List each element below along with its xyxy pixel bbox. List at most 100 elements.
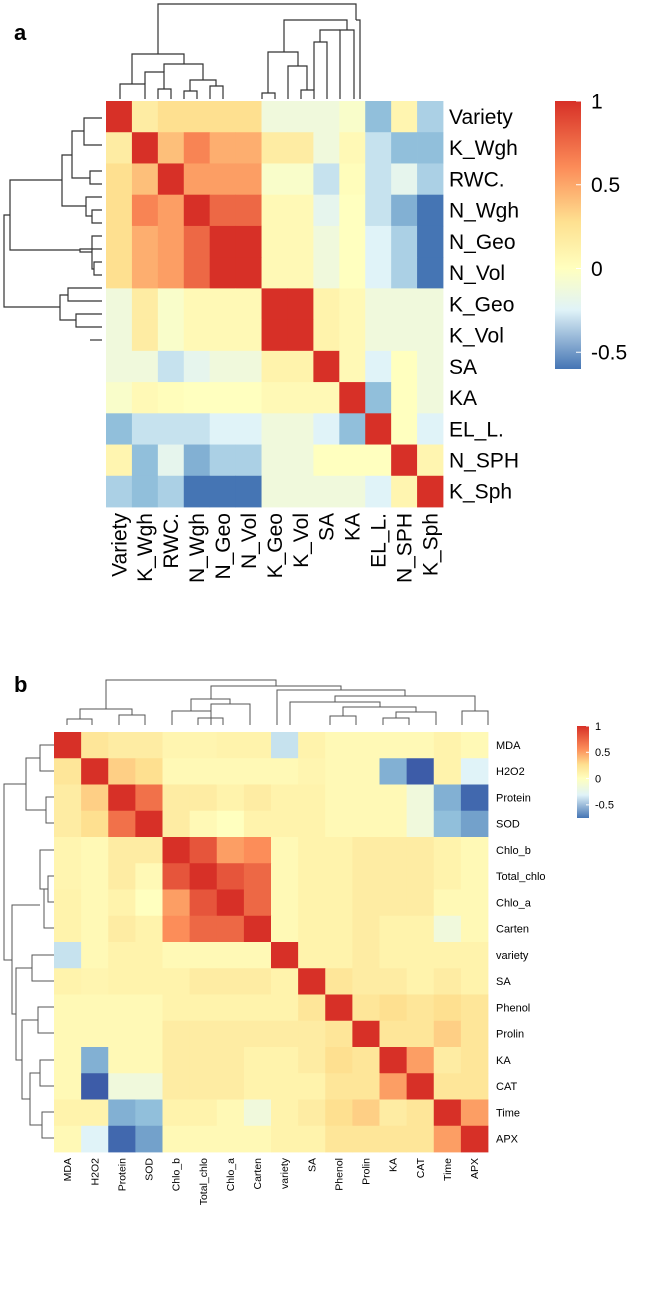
heatmap-cell-K_Geo-RWC.	[157, 288, 185, 321]
heatmap-cell-K_Vol-SA	[313, 319, 340, 352]
heatmap-cell-CAT-CAT	[406, 1073, 435, 1100]
heatmap-cell-N_Geo-N_Geo	[209, 225, 237, 258]
heatmap-cell-Chlo_a-Carten	[243, 889, 272, 917]
column-label: APX	[469, 1158, 481, 1179]
heatmap-cell-SOD-Protein	[108, 810, 136, 838]
heatmap-cell-variety-Phenol	[325, 942, 353, 969]
heatmap-cell-Total_chlo-Carten	[243, 863, 272, 890]
heatmap-cell-Chlo_a-Protein	[108, 889, 136, 917]
heatmap-cell-CAT-Carten	[243, 1073, 272, 1100]
panel-b-label: b	[14, 672, 27, 697]
heatmap-cell-SA-Chlo_a	[216, 968, 245, 995]
column-label: Variety	[108, 513, 131, 577]
row-label: Carten	[496, 924, 529, 936]
heatmap-cell-N_SPH-N_Wgh	[183, 444, 211, 477]
heatmap-cell-MDA-CAT	[406, 732, 435, 759]
heatmap-cell-Prolin-Time	[433, 1020, 462, 1048]
legend-tick-label: 0.5	[595, 747, 610, 759]
heatmap-cell-Carten-Chlo_b	[162, 915, 191, 943]
heatmap-cell-Prolin-Chlo_a	[216, 1020, 245, 1048]
heatmap-cell-Chlo_b-Chlo_a	[216, 837, 245, 864]
heatmap-cell-SA-SA	[298, 968, 326, 995]
heatmap-cell-H2O2-APX	[460, 758, 489, 785]
column-label: SA	[316, 513, 339, 541]
heatmap-cell-KA-K_Vol	[287, 382, 314, 414]
heatmap-cell-Phenol-Carten	[243, 994, 272, 1022]
heatmap-cell-N_Geo-KA	[339, 225, 366, 258]
heatmap-cell-K_Sph-N_Wgh	[183, 475, 211, 508]
heatmap-cell-K_Vol-K_Geo	[261, 319, 288, 352]
heatmap-cell-Prolin-Total_chlo	[189, 1020, 218, 1048]
heatmap-cell-SA-K_Sph	[417, 350, 444, 383]
row-label: SA	[496, 976, 511, 988]
heatmap-cell-N_Vol-N_Wgh	[183, 257, 211, 289]
heatmap-cell-KA-Time	[433, 1047, 462, 1074]
heatmap-cell-Protein-Chlo_a	[216, 784, 245, 812]
heatmap-cell-EL_L.-K_Sph	[417, 413, 444, 445]
heatmap-cell-SA-H2O2	[81, 968, 109, 995]
heatmap-cell-variety-Chlo_b	[162, 942, 191, 969]
heatmap-cell-CAT-Chlo_b	[162, 1073, 191, 1100]
column-label: K_Sph	[419, 513, 442, 576]
heatmap-cell-Chlo_a-Time	[433, 889, 462, 917]
heatmap-cell-APX-Prolin	[352, 1125, 380, 1153]
heatmap-cell-N_Vol-K_Vol	[287, 257, 314, 289]
panel-b-heatmap	[54, 732, 489, 1153]
heatmap-cell-Protein-SA	[298, 784, 326, 812]
heatmap-cell-Chlo_a-variety	[271, 889, 299, 917]
heatmap-cell-Phenol-Phenol	[325, 994, 353, 1022]
heatmap-cell-Carten-SOD	[135, 915, 163, 943]
heatmap-cell-variety-Chlo_a	[216, 942, 245, 969]
heatmap-cell-SA-APX	[460, 968, 489, 995]
heatmap-cell-Phenol-SA	[298, 994, 326, 1022]
heatmap-cell-Phenol-Chlo_b	[162, 994, 191, 1022]
heatmap-cell-MDA-Total_chlo	[189, 732, 218, 759]
heatmap-cell-MDA-Prolin	[352, 732, 380, 759]
heatmap-cell-H2O2-Phenol	[325, 758, 353, 785]
column-label: Carten	[252, 1158, 264, 1190]
heatmap-cell-KA-Prolin	[352, 1047, 380, 1074]
heatmap-cell-variety-H2O2	[81, 942, 109, 969]
heatmap-cell-MDA-Chlo_b	[162, 732, 191, 759]
heatmap-cell-K_Geo-Variety	[106, 288, 133, 321]
heatmap-cell-MDA-KA	[379, 732, 408, 759]
heatmap-cell-Total_chlo-KA	[379, 863, 408, 890]
heatmap-cell-Phenol-Prolin	[352, 994, 380, 1022]
heatmap-cell-Phenol-KA	[379, 994, 408, 1022]
heatmap-cell-N_SPH-K_Sph	[417, 444, 444, 477]
heatmap-cell-N_Wgh-K_Geo	[261, 194, 288, 227]
heatmap-cell-Variety-SA	[313, 101, 340, 133]
heatmap-cell-CAT-Prolin	[352, 1073, 380, 1100]
heatmap-cell-Chlo_b-Carten	[243, 837, 272, 864]
column-label: RWC.	[160, 513, 183, 569]
heatmap-cell-CAT-SOD	[135, 1073, 163, 1100]
heatmap-cell-Total_chlo-CAT	[406, 863, 435, 890]
heatmap-cell-H2O2-Protein	[108, 758, 136, 785]
heatmap-cell-APX-SA	[298, 1125, 326, 1153]
heatmap-cell-variety-SOD	[135, 942, 163, 969]
heatmap-cell-K_Geo-EL_L.	[365, 288, 392, 321]
heatmap-cell-Time-H2O2	[81, 1099, 109, 1127]
heatmap-cell-N_SPH-K_Geo	[261, 444, 288, 477]
heatmap-cell-variety-Time	[433, 942, 462, 969]
heatmap-cell-CAT-Protein	[108, 1073, 136, 1100]
heatmap-cell-variety-APX	[460, 942, 489, 969]
heatmap-cell-Total_chlo-Total_chlo	[189, 863, 218, 890]
legend-tick-label: 0	[595, 773, 601, 785]
heatmap-cell-Variety-RWC.	[157, 101, 185, 133]
heatmap-cell-MDA-Phenol	[325, 732, 353, 759]
column-label: Total_chlo	[198, 1158, 210, 1205]
row-label: Protein	[496, 792, 531, 804]
heatmap-cell-CAT-Time	[433, 1073, 462, 1100]
heatmap-cell-CAT-H2O2	[81, 1073, 109, 1100]
heatmap-cell-Time-Phenol	[325, 1099, 353, 1127]
row-label: Total_chlo	[496, 871, 546, 883]
heatmap-cell-KA-K_Wgh	[131, 382, 159, 414]
heatmap-cell-N_Vol-EL_L.	[365, 257, 392, 289]
heatmap-cell-N_SPH-Variety	[106, 444, 133, 477]
heatmap-cell-APX-MDA	[54, 1125, 82, 1153]
heatmap-cell-Chlo_b-MDA	[54, 837, 82, 864]
heatmap-cell-H2O2-Carten	[243, 758, 272, 785]
heatmap-cell-K_Wgh-K_Vol	[287, 132, 314, 164]
